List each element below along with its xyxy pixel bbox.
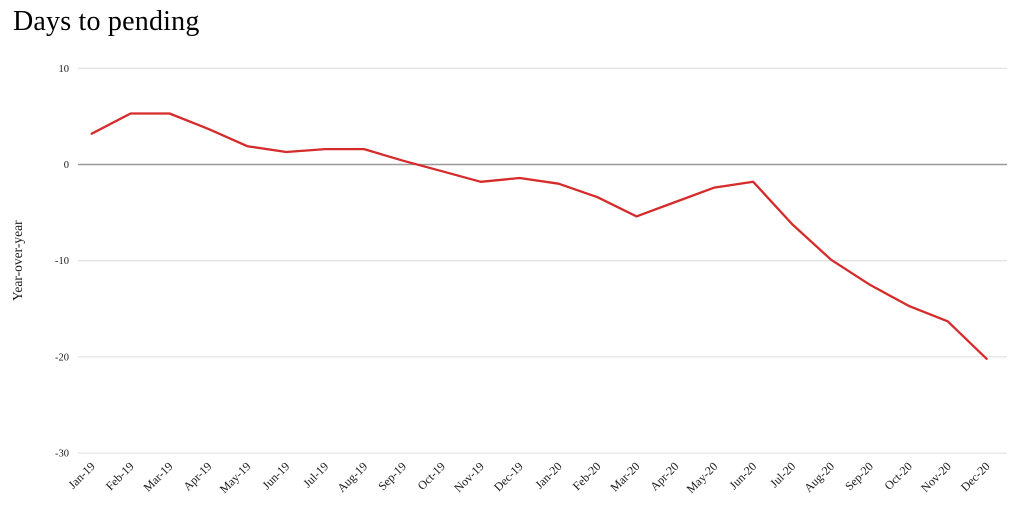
x-tick-label: Apr-20 (647, 459, 681, 493)
x-tick-label: Aug-19 (334, 459, 370, 495)
x-tick-label: Dec-20 (958, 459, 993, 494)
x-tick-label: Oct-20 (881, 459, 914, 492)
x-tick-label: Jul-20 (767, 459, 798, 490)
x-tick-label: Jul-19 (300, 459, 331, 490)
y-tick-label: 10 (59, 64, 70, 75)
x-tick-label: Oct-19 (415, 459, 448, 492)
x-tick-label: Jan-20 (532, 459, 565, 492)
x-tick-label: Feb-20 (570, 459, 604, 493)
x-tick-label: May-20 (684, 459, 721, 496)
x-tick-label: Sep-19 (375, 459, 409, 493)
chart-title: Days to pending (13, 6, 200, 37)
x-tick-label: Mar-19 (140, 459, 175, 494)
x-tick-label: May-19 (217, 459, 254, 496)
y-tick-label: -20 (55, 352, 69, 363)
x-tick-label: Feb-19 (103, 459, 137, 493)
x-tick-label: Dec-19 (491, 459, 526, 494)
x-tick-label: Apr-19 (180, 459, 214, 493)
y-axis-title: Year-over-year (10, 220, 25, 301)
data-line (90, 112, 988, 360)
x-tick-label: Aug-20 (801, 459, 837, 495)
x-tick-label: Jun-19 (259, 459, 292, 492)
y-tick-label: -30 (55, 449, 69, 460)
x-tick-label: Mar-20 (607, 459, 642, 494)
x-tick-label: Nov-19 (451, 459, 487, 495)
y-tick-label: -10 (55, 256, 69, 267)
y-tick-label: 0 (64, 160, 69, 171)
x-tick-label: Nov-20 (918, 459, 954, 495)
x-tick-label: Jan-19 (65, 459, 98, 492)
x-tick-label: Sep-20 (842, 459, 876, 493)
x-tick-label: Jun-20 (726, 459, 759, 492)
